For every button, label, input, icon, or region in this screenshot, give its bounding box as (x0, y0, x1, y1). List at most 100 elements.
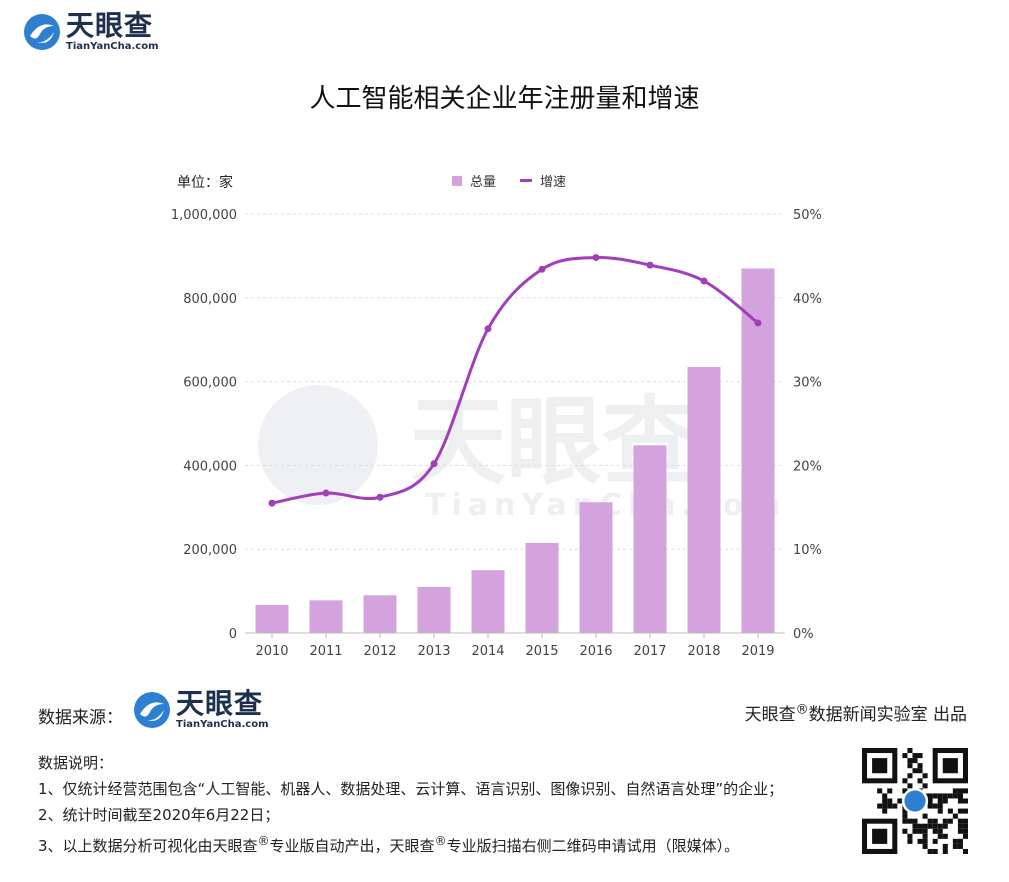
x-tick-label: 2010 (255, 644, 288, 659)
source-brand-en: TianYanCha.com (176, 719, 269, 730)
qr-module (917, 823, 923, 829)
qr-finder-core (872, 828, 888, 844)
qr-module (962, 788, 968, 794)
qr-module (957, 828, 963, 834)
watermark-logo-icon (258, 385, 378, 505)
qr-module (907, 763, 913, 769)
qr-module (907, 758, 913, 764)
qr-finder-core (942, 758, 958, 774)
qr-module (942, 833, 948, 839)
qr-module (917, 763, 923, 769)
brand-logo: 天眼查 TianYanCha.com (22, 12, 159, 52)
y-right-tick-label: 50% (793, 208, 822, 223)
qr-module (932, 828, 938, 834)
bar (633, 445, 667, 633)
y-left-tick-label: 200,000 (183, 543, 237, 558)
qr-module (957, 808, 963, 814)
note-2: 2、统计时间截至2020年6月22日； (38, 806, 280, 824)
registered-mark: ® (434, 834, 447, 848)
qr-module (917, 768, 923, 774)
qr-module (922, 828, 928, 834)
qr-module (927, 818, 933, 824)
qr-module (887, 798, 893, 804)
qr-module (907, 773, 913, 779)
combo-chart: 天眼查 TianYanCha.com 00%200,00010%400,0002… (171, 208, 822, 659)
qr-module (962, 833, 968, 839)
qr-module (877, 788, 883, 794)
qr-module (917, 753, 923, 759)
qr-module (952, 793, 958, 799)
y-right-tick-label: 40% (793, 292, 822, 307)
growth-point (754, 319, 762, 327)
note-3: 3、以上数据分析可视化由天眼查®专业版自动产出，天眼查®专业版扫描右侧二维码申请… (38, 828, 783, 859)
y-left-tick-label: 600,000 (183, 376, 237, 391)
x-tick-label: 2014 (471, 644, 504, 659)
x-tick-label: 2016 (579, 644, 612, 659)
registered-mark: ® (795, 702, 809, 718)
growth-point (430, 460, 438, 468)
qr-code[interactable] (862, 748, 968, 854)
qr-module (957, 843, 963, 849)
qr-module (882, 793, 888, 799)
qr-module (962, 808, 968, 814)
bar (687, 366, 721, 633)
qr-module (922, 813, 928, 819)
qr-module (942, 793, 948, 799)
note-3-part-c: 专业版扫描右侧二维码申请试用（限媒体）。 (446, 837, 740, 855)
data-notes: 数据说明： 1、仅统计经营范围包含“人工智能、机器人、数据处理、云计算、语言识别… (38, 750, 783, 859)
qr-module (922, 843, 928, 849)
qr-module (947, 808, 953, 814)
qr-module (917, 828, 923, 834)
qr-module (887, 788, 893, 794)
source-label: 数据来源： (38, 708, 123, 728)
qr-module (942, 848, 948, 854)
bar (579, 502, 613, 633)
x-tick-label: 2011 (309, 644, 342, 659)
chart-title: 人工智能相关企业年注册量和增速 (309, 84, 700, 114)
qr-module (902, 813, 908, 819)
producer-brand: 天眼查 (744, 705, 796, 725)
x-tick-label: 2017 (633, 644, 666, 659)
qr-module (907, 748, 913, 754)
qr-module (937, 833, 943, 839)
qr-module (957, 823, 963, 829)
legend-line-label: 增速 (540, 175, 567, 190)
qr-module (952, 843, 958, 849)
qr-module (887, 803, 893, 809)
qr-module (947, 818, 953, 824)
x-tick-label: 2015 (525, 644, 558, 659)
qr-module (892, 803, 898, 809)
qr-module (877, 803, 883, 809)
growth-point (268, 499, 276, 507)
note-1: 1、仅统计经营范围包含“人工智能、机器人、数据处理、云计算、语言识别、图像识别、… (38, 780, 784, 798)
qr-module (962, 828, 968, 834)
y-right-tick-label: 30% (793, 376, 822, 391)
x-tick-label: 2013 (417, 644, 450, 659)
qr-module (927, 803, 933, 809)
bar (255, 604, 289, 633)
qr-module (957, 818, 963, 824)
qr-module (957, 838, 963, 844)
bar (741, 268, 775, 633)
qr-module (932, 818, 938, 824)
qr-module (957, 798, 963, 804)
chart-legend: 总量 增速 (452, 171, 566, 190)
brand-name-en: TianYanCha.com (66, 41, 159, 52)
source-brand-cn: 天眼查 (176, 687, 264, 720)
x-tick-label: 2019 (741, 644, 774, 659)
qr-module (937, 808, 943, 814)
qr-module (902, 753, 908, 759)
qr-module (932, 823, 938, 829)
legend-bar-swatch (452, 175, 462, 186)
note-3-part-a: 3、以上数据分析可视化由天眼查 (38, 837, 258, 855)
qr-module (937, 798, 943, 804)
note-3-part-b: 专业版自动产出，天眼查 (269, 837, 435, 855)
qr-module (962, 823, 968, 829)
qr-module (907, 833, 913, 839)
registered-mark: ® (257, 834, 270, 848)
notes-title: 数据说明： (38, 754, 114, 772)
qr-module (907, 838, 913, 844)
qr-module (902, 778, 908, 784)
qr-module (902, 818, 908, 824)
qr-module (927, 848, 933, 854)
